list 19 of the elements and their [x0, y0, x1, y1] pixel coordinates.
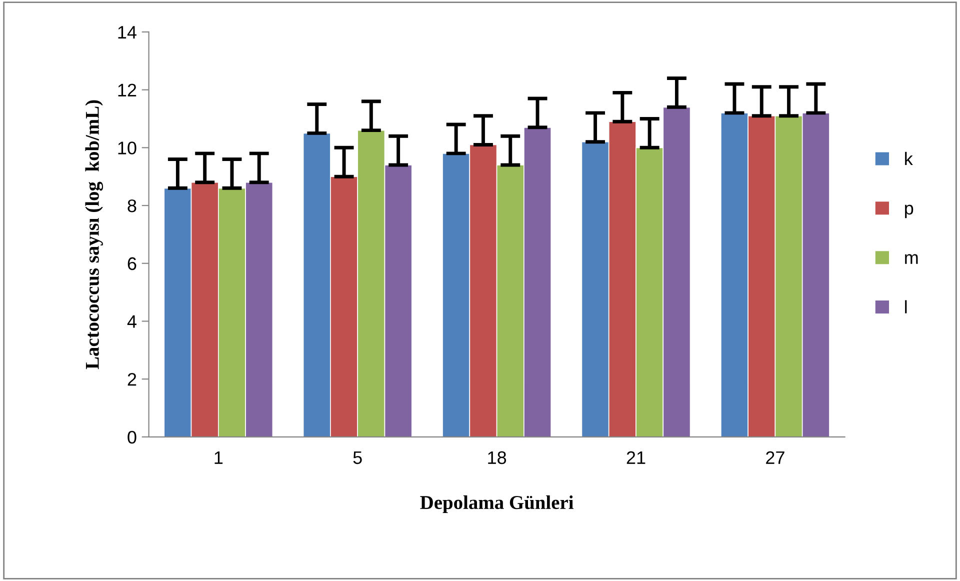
legend-label: l — [905, 300, 907, 314]
x-axis-title: Depolama Günleri — [420, 495, 574, 514]
x-tick-label: 18 — [488, 451, 506, 464]
y-tick-label: 8 — [128, 199, 136, 212]
y-tick-label: 12 — [118, 84, 136, 96]
y-tick-label: 10 — [118, 142, 136, 154]
y-axis-title: Lactococcus sayısı (log kob/mL) — [85, 100, 104, 370]
y-tick-label: 14 — [118, 26, 136, 38]
x-tick-label: 1 — [214, 451, 223, 464]
x-tick-label: 21 — [626, 451, 646, 464]
legend-label: k — [905, 152, 913, 166]
x-tick-label: 5 — [353, 451, 362, 464]
y-tick-label: 0 — [128, 430, 136, 444]
y-tick-label: 4 — [127, 315, 136, 328]
y-tick-label: 2 — [128, 372, 136, 386]
legend-label: m — [905, 254, 918, 264]
legend-label: p — [905, 204, 914, 218]
x-tick-label: 27 — [766, 451, 784, 464]
y-tick-label: 6 — [128, 257, 136, 270]
